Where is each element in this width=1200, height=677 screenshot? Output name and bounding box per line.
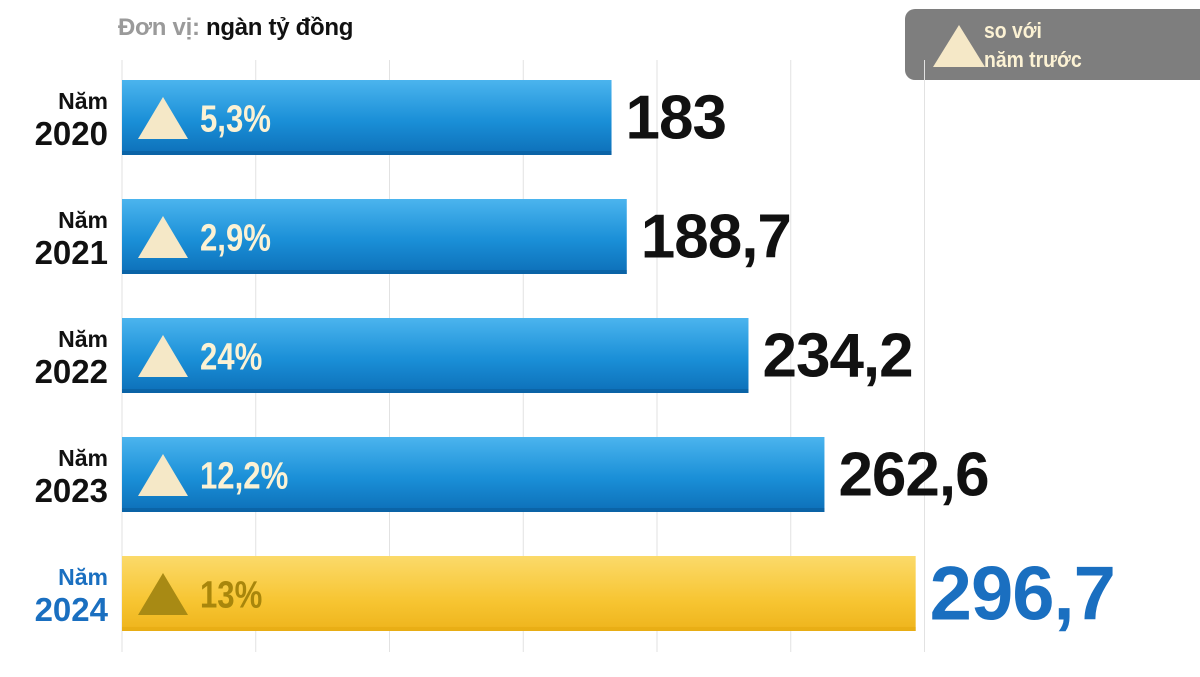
value-label: 262,6 bbox=[838, 441, 988, 510]
bar bbox=[122, 437, 825, 512]
bar-shade bbox=[122, 270, 627, 274]
unit-label-value: ngàn tỷ đồng bbox=[206, 14, 354, 41]
category-label-prefix: Năm bbox=[58, 445, 108, 471]
category-label-prefix: Năm bbox=[58, 88, 108, 114]
legend-line-1: so với bbox=[984, 18, 1042, 43]
bar bbox=[122, 199, 627, 274]
up-triangle-icon bbox=[138, 335, 188, 377]
value-label: 188,7 bbox=[641, 203, 791, 272]
bar bbox=[122, 318, 749, 393]
bar-shade bbox=[122, 627, 916, 631]
category-label-year: 2021 bbox=[35, 234, 108, 271]
change-label: 2,9% bbox=[200, 218, 271, 260]
change-label: 24% bbox=[200, 337, 262, 379]
up-triangle-icon bbox=[138, 573, 188, 615]
legend-text: so với năm trước bbox=[984, 16, 1082, 74]
up-triangle-icon bbox=[138, 454, 188, 496]
category-label-year: 2024 bbox=[35, 591, 109, 628]
category-label-year: 2020 bbox=[35, 115, 108, 152]
bar bbox=[122, 80, 612, 155]
bar-shade bbox=[122, 151, 612, 155]
up-triangle-icon bbox=[933, 25, 985, 67]
value-label: 234,2 bbox=[762, 322, 912, 391]
bar-shade bbox=[122, 389, 749, 393]
category-label-prefix: Năm bbox=[58, 564, 108, 590]
up-triangle-icon bbox=[138, 97, 188, 139]
change-label: 5,3% bbox=[200, 99, 271, 141]
legend-box: so với năm trước bbox=[905, 9, 1200, 80]
unit-label-prefix: Đơn vị: bbox=[118, 14, 200, 41]
category-label-year: 2022 bbox=[35, 353, 108, 390]
category-label-year: 2023 bbox=[35, 472, 108, 509]
value-label: 296,7 bbox=[930, 552, 1115, 637]
up-triangle-icon bbox=[138, 216, 188, 258]
category-label-prefix: Năm bbox=[58, 326, 108, 352]
change-label: 13% bbox=[200, 575, 262, 617]
legend-line-2: năm trước bbox=[984, 47, 1082, 72]
value-label: 183 bbox=[626, 84, 726, 153]
change-label: 12,2% bbox=[200, 456, 288, 498]
unit-label: Đơn vị: ngàn tỷ đồng bbox=[118, 14, 353, 42]
category-label-prefix: Năm bbox=[58, 207, 108, 233]
bar bbox=[122, 556, 916, 631]
bar-shade bbox=[122, 508, 825, 512]
